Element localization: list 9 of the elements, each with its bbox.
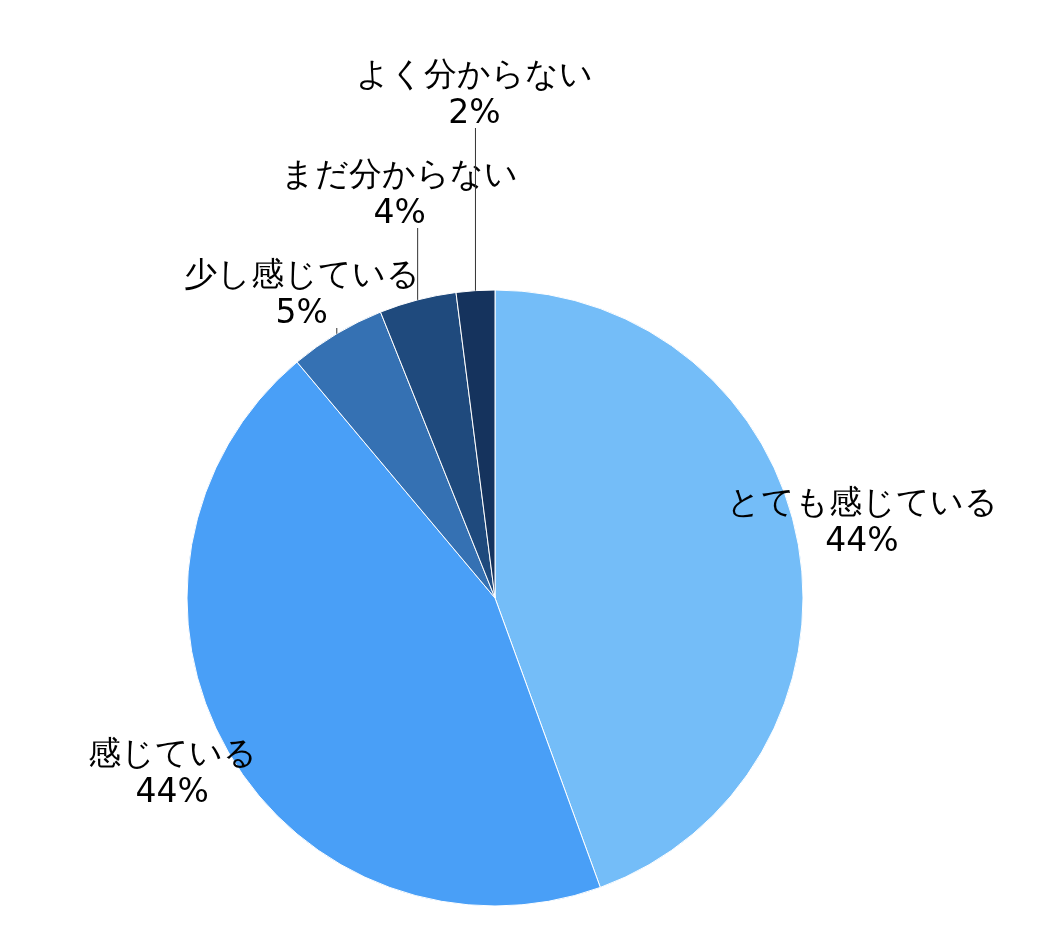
slice-label: よく分からない <box>355 54 593 93</box>
slice-label: 感じている <box>87 733 257 773</box>
data-label: 44% <box>825 520 899 560</box>
slice-label: とても感じている <box>726 482 998 522</box>
data-label: 44% <box>135 771 209 811</box>
data-label: 5% <box>275 292 328 331</box>
slice-label: 少し感じている <box>183 254 420 293</box>
data-label: 4% <box>373 192 426 231</box>
data-label: 2% <box>448 92 501 131</box>
